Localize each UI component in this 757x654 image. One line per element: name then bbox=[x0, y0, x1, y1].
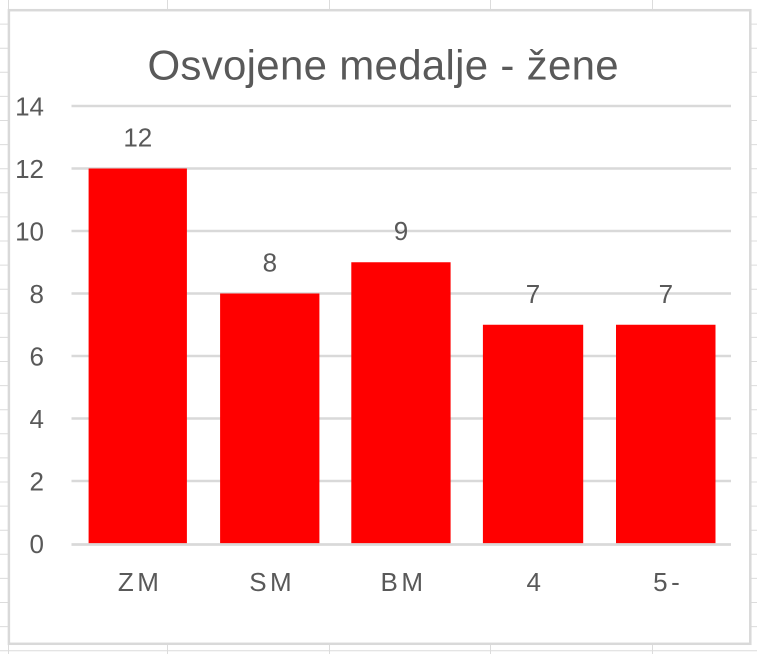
svg-text:7: 7 bbox=[659, 279, 673, 309]
svg-text:8: 8 bbox=[263, 248, 277, 278]
svg-text:Osvojene medalje - žene: Osvojene medalje - žene bbox=[147, 42, 618, 89]
svg-text:4: 4 bbox=[527, 567, 545, 597]
svg-text:12: 12 bbox=[123, 123, 152, 153]
svg-text:14: 14 bbox=[15, 92, 44, 122]
svg-text:2: 2 bbox=[30, 467, 44, 497]
svg-text:12: 12 bbox=[15, 154, 44, 184]
svg-text:6: 6 bbox=[30, 342, 44, 372]
svg-text:BM: BM bbox=[381, 567, 427, 597]
svg-text:9: 9 bbox=[394, 216, 408, 246]
svg-text:10: 10 bbox=[15, 217, 44, 247]
svg-text:7: 7 bbox=[526, 279, 540, 309]
svg-text:SM: SM bbox=[249, 567, 295, 597]
svg-text:ZM: ZM bbox=[118, 567, 163, 597]
svg-text:4: 4 bbox=[30, 404, 44, 434]
svg-text:8: 8 bbox=[30, 279, 44, 309]
svg-text:5-: 5- bbox=[653, 567, 683, 597]
svg-text:0: 0 bbox=[30, 529, 44, 559]
